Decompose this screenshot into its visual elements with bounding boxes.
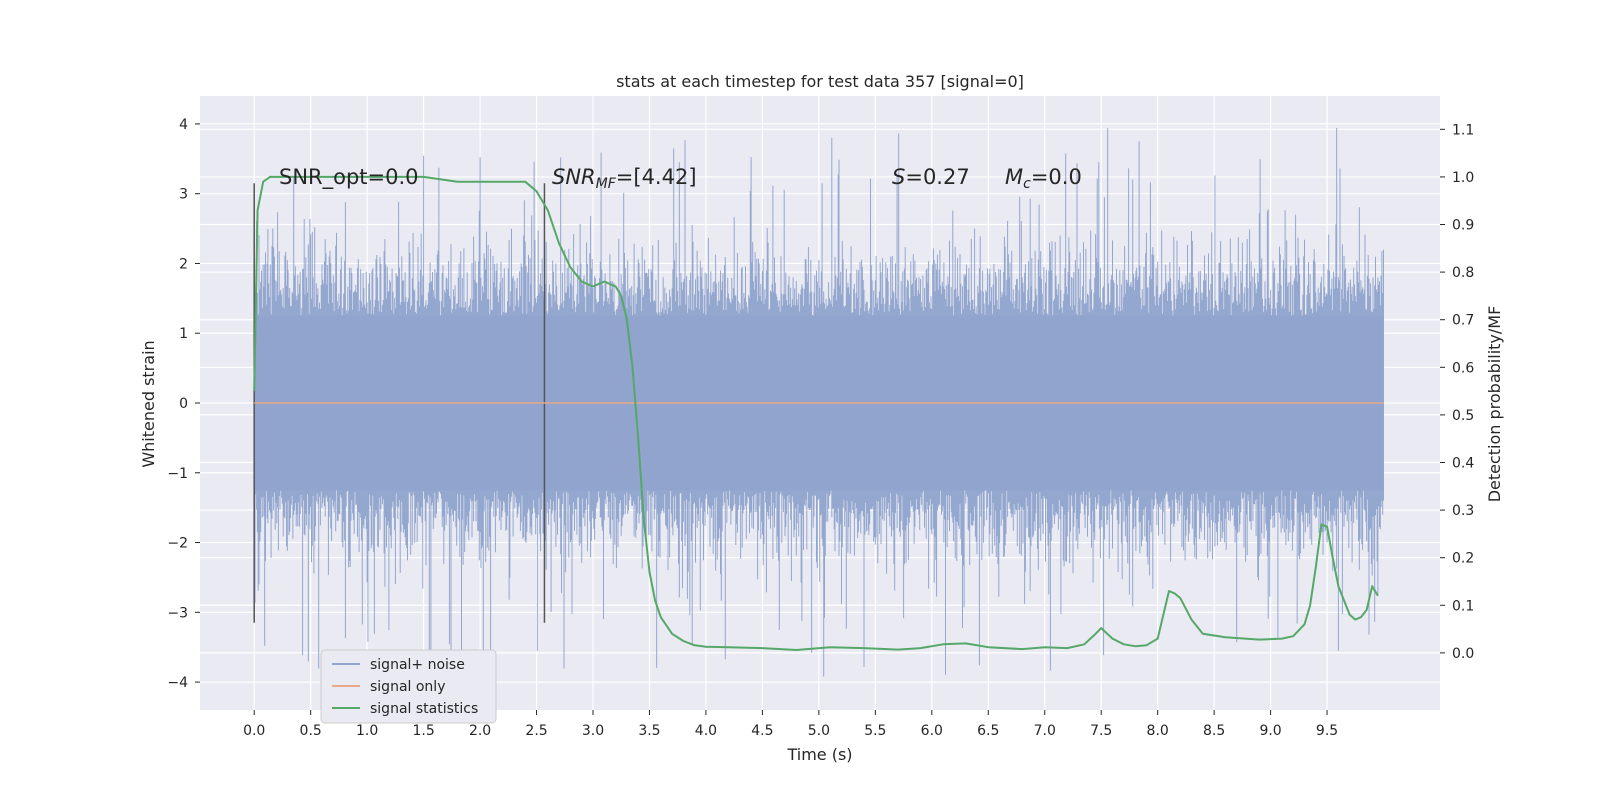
y-tick-label: 0 — [179, 396, 188, 412]
annotations: SNR_opt=0.0 SNRMF=[4.42] S=0.27 Mc=0.0 — [279, 165, 1082, 192]
annotation-mc: Mc=0.0 — [1005, 165, 1082, 192]
x-tick-label: 0.0 — [243, 723, 265, 739]
y2-tick-label: 0.8 — [1452, 265, 1474, 281]
y2-tick-label: 1.1 — [1452, 122, 1474, 138]
y-tick-label: −2 — [167, 536, 188, 552]
x-axis-label: Time (s) — [786, 745, 852, 764]
signal-statistics-series — [253, 175, 1379, 651]
x-tick-label: 2.5 — [525, 723, 547, 739]
y2-axis-label: Detection probability/MF — [1485, 306, 1504, 503]
y2-tick-label: 0.0 — [1452, 646, 1474, 662]
y-tick-label: 4 — [179, 117, 188, 133]
y-axis-ticks: 4 3 2 1 0 −1 −2 −3 −4 — [167, 117, 200, 691]
legend-box — [320, 649, 497, 724]
y2-tick-label: 1.0 — [1452, 170, 1474, 186]
x-tick-label: 5.5 — [864, 723, 886, 739]
y2-tick-label: 0.9 — [1452, 218, 1474, 234]
y-tick-label: −1 — [167, 466, 188, 482]
y2-axis-ticks: 1.1 1.0 0.9 0.8 0.7 0.6 0.5 0.4 0.3 0.2 0.1 0.0 — [1440, 122, 1474, 662]
y2-tick-label: 0.5 — [1452, 408, 1474, 424]
y-tick-label: 2 — [179, 256, 188, 272]
x-tick-label: 6.0 — [921, 723, 943, 739]
signal-statistics-line — [253, 175, 1379, 651]
y-tick-label: 3 — [179, 187, 188, 203]
annotation-snr-mf-label: SNR — [552, 165, 596, 189]
chart-title: stats at each timestep for test data 357… — [616, 72, 1024, 91]
y2-tick-label: 0.4 — [1452, 455, 1474, 471]
annotation-s-label: S — [892, 165, 905, 189]
annotation-snr-opt: SNR_opt=0.0 — [279, 165, 419, 190]
annotation-mc-value: =0.0 — [1031, 165, 1082, 189]
x-tick-label: 6.5 — [977, 723, 999, 739]
legend-label-signal-noise: signal+ noise — [370, 657, 465, 673]
x-tick-label: 3.5 — [638, 723, 660, 739]
y2-tick-label: 0.1 — [1452, 598, 1474, 614]
y2-tick-label: 0.3 — [1452, 503, 1474, 519]
annotation-mc-label: M — [1005, 165, 1023, 189]
x-tick-label: 4.5 — [751, 723, 773, 739]
y-tick-label: −3 — [167, 605, 188, 621]
x-tick-label: 1.0 — [356, 723, 378, 739]
y2-tick-label: 0.7 — [1452, 313, 1474, 329]
y2-tick-label: 0.2 — [1452, 551, 1474, 567]
y2-tick-label: 0.6 — [1452, 360, 1474, 376]
x-tick-label: 1.5 — [412, 723, 434, 739]
annotation-mc-sub: c — [1023, 176, 1031, 192]
x-tick-label: 7.5 — [1090, 723, 1112, 739]
x-tick-label: 9.0 — [1259, 723, 1281, 739]
annotation-s-value: =0.27 — [905, 165, 969, 189]
annotation-snr-mf: SNRMF=[4.42] — [552, 165, 697, 192]
annotation-snr-mf-value: =[4.42] — [616, 165, 697, 189]
x-tick-label: 5.0 — [808, 723, 830, 739]
legend-label-signal-statistics: signal statistics — [370, 701, 478, 717]
x-tick-label: 0.5 — [300, 723, 322, 739]
legend: signal+ noise signal only signal statist… — [320, 649, 497, 724]
legend-label-signal-only: signal only — [370, 679, 445, 695]
annotation-snr-mf-sub: MF — [596, 176, 617, 192]
y-tick-label: 1 — [179, 326, 188, 342]
x-tick-label: 2.0 — [469, 723, 491, 739]
annotation-s-stat: S=0.27 — [892, 165, 970, 189]
x-tick-label: 9.5 — [1316, 723, 1338, 739]
y-axis-label: Whitened strain — [139, 340, 158, 467]
y-tick-label: −4 — [167, 675, 188, 691]
x-tick-label: 3.0 — [582, 723, 604, 739]
x-tick-label: 8.0 — [1147, 723, 1169, 739]
x-tick-label: 8.5 — [1203, 723, 1225, 739]
x-tick-label: 7.0 — [1034, 723, 1056, 739]
x-tick-label: 4.0 — [695, 723, 717, 739]
x-axis-ticks: 0.0 0.5 1.0 1.5 2.0 2.5 3.0 3.5 4.0 4.5 5.0 5.5 6.0 6… — [243, 710, 1338, 739]
